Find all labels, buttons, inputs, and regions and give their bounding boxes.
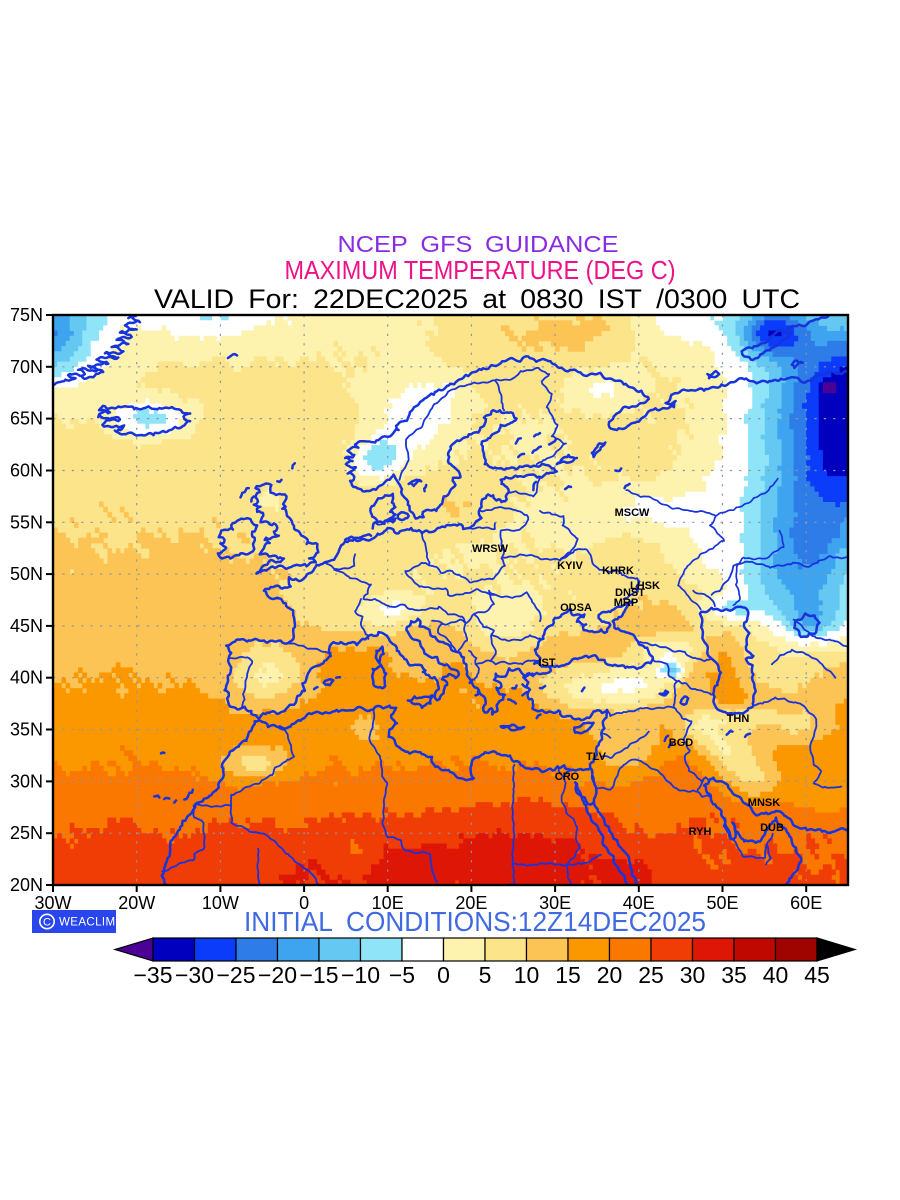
svg-text:35N: 35N [10, 720, 43, 740]
svg-text:IST: IST [538, 657, 555, 669]
svg-text:TLV: TLV [586, 751, 607, 763]
svg-text:C: C [43, 917, 51, 929]
svg-text:KHRK: KHRK [602, 565, 634, 577]
svg-text:50E: 50E [706, 893, 738, 913]
svg-text:20: 20 [597, 962, 623, 988]
svg-text:−20: −20 [258, 962, 297, 988]
svg-text:MAXIMUM TEMPERATURE (DEG C): MAXIMUM TEMPERATURE (DEG C) [285, 255, 676, 285]
svg-text:75N: 75N [10, 305, 43, 325]
svg-text:NCEP GFS GUIDANCE: NCEP GFS GUIDANCE [338, 231, 619, 257]
svg-text:40: 40 [763, 962, 789, 988]
svg-text:60E: 60E [790, 893, 822, 913]
svg-text:DNST: DNST [615, 587, 645, 599]
svg-text:−10: −10 [341, 962, 380, 988]
svg-text:DUB: DUB [760, 822, 784, 834]
svg-text:CRO: CRO [555, 771, 580, 783]
svg-text:10: 10 [514, 962, 540, 988]
svg-text:MSCW: MSCW [615, 507, 650, 519]
svg-text:70N: 70N [10, 357, 43, 377]
svg-text:ODSA: ODSA [560, 602, 592, 614]
svg-text:BGD: BGD [669, 737, 694, 749]
svg-text:LHSK: LHSK [630, 580, 660, 592]
svg-text:20W: 20W [118, 893, 155, 913]
svg-text:45: 45 [804, 962, 830, 988]
svg-text:50N: 50N [10, 564, 43, 584]
svg-text:60N: 60N [10, 461, 43, 481]
svg-text:−25: −25 [216, 962, 255, 988]
svg-text:VALID For: 22DEC2025 at 0830 I: VALID For: 22DEC2025 at 0830 IST /0300 U… [154, 284, 800, 314]
svg-text:−15: −15 [299, 962, 338, 988]
svg-text:10E: 10E [372, 893, 404, 913]
svg-text:−35: −35 [133, 962, 172, 988]
svg-text:40N: 40N [10, 668, 43, 688]
svg-text:RYH: RYH [689, 826, 712, 838]
svg-text:MRP: MRP [614, 597, 638, 609]
svg-text:30E: 30E [539, 893, 571, 913]
svg-text:0: 0 [299, 893, 309, 913]
svg-text:10W: 10W [202, 893, 239, 913]
svg-text:25: 25 [638, 962, 664, 988]
svg-text:MNSK: MNSK [748, 797, 780, 809]
svg-text:WRSW: WRSW [472, 543, 509, 555]
svg-text:20E: 20E [455, 893, 487, 913]
svg-text:65N: 65N [10, 409, 43, 429]
svg-text:−5: −5 [389, 962, 415, 988]
svg-text:5: 5 [479, 962, 492, 988]
svg-text:20N: 20N [10, 875, 43, 895]
svg-text:45N: 45N [10, 616, 43, 636]
svg-text:THN: THN [727, 713, 750, 725]
svg-text:55N: 55N [10, 512, 43, 532]
svg-text:35: 35 [721, 962, 747, 988]
svg-text:INITIAL CONDITIONS:12Z14DEC202: INITIAL CONDITIONS:12Z14DEC2025 [244, 906, 706, 937]
svg-text:30: 30 [680, 962, 706, 988]
svg-text:30W: 30W [34, 893, 71, 913]
svg-text:15: 15 [555, 962, 581, 988]
svg-text:25N: 25N [10, 823, 43, 843]
svg-text:30N: 30N [10, 771, 43, 791]
svg-text:40E: 40E [623, 893, 655, 913]
svg-text:0: 0 [437, 962, 450, 988]
svg-text:KYIV: KYIV [557, 560, 583, 572]
svg-text:−30: −30 [175, 962, 214, 988]
svg-text:WEACLIM: WEACLIM [59, 917, 115, 929]
